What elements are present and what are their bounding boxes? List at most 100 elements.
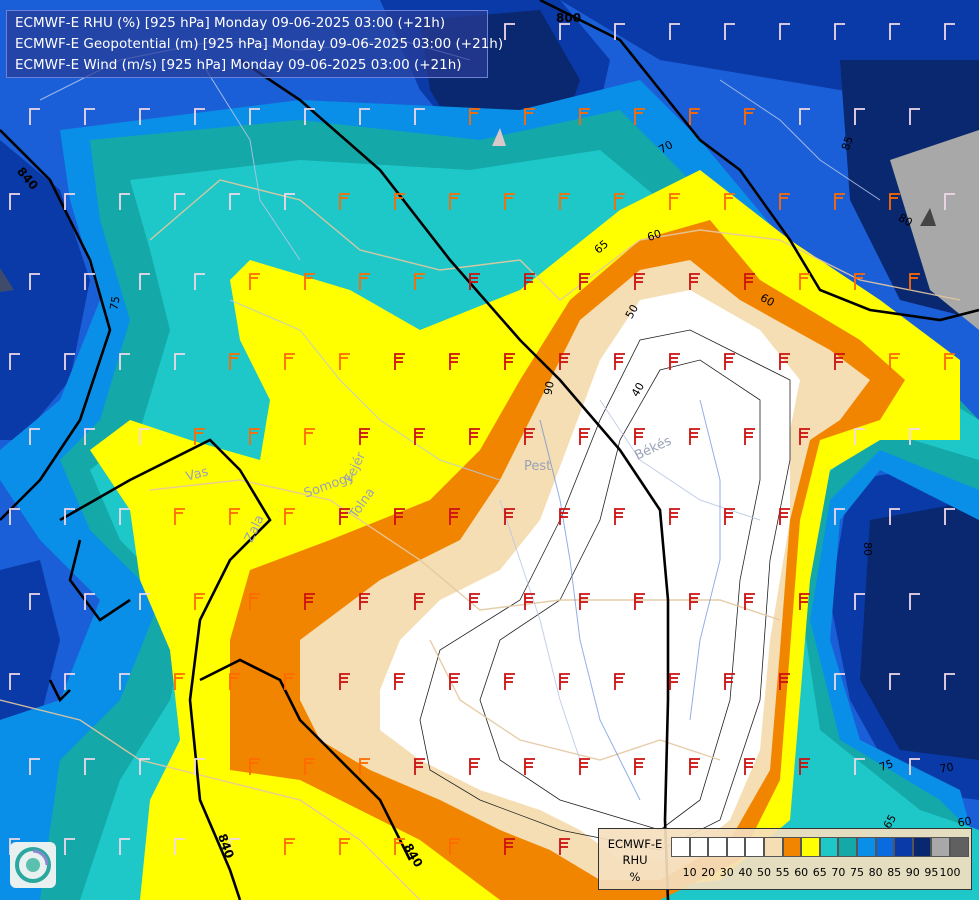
wind-barb	[449, 673, 460, 690]
wind-barb	[414, 428, 425, 445]
legend-tick: 50	[757, 866, 771, 879]
wind-barb	[249, 428, 260, 445]
wind-barb	[724, 353, 735, 370]
wind-barb	[689, 758, 700, 775]
wind-barb	[724, 193, 735, 210]
legend-tick: 30	[719, 866, 734, 879]
wind-barb	[394, 193, 405, 210]
wind-barb	[64, 193, 75, 210]
wind-barb	[84, 273, 95, 290]
rhu-95-area	[860, 500, 979, 760]
wind-barb	[614, 23, 625, 40]
wind-barb	[394, 508, 405, 525]
wind-barb	[524, 428, 535, 445]
wind-barb	[84, 108, 95, 125]
wind-barb	[84, 428, 95, 445]
wind-barb	[414, 273, 425, 290]
wind-barb	[909, 108, 920, 125]
wind-barb	[724, 23, 735, 40]
wind-barb	[9, 508, 20, 525]
contour-label: 85	[839, 135, 856, 153]
geopotential-840-contour	[59, 438, 272, 900]
wind-barb	[504, 193, 515, 210]
wind-barb	[9, 353, 20, 370]
wind-barb	[579, 273, 590, 290]
wind-barb	[669, 508, 680, 525]
wind-barb	[339, 193, 350, 210]
wind-barb	[944, 23, 955, 40]
wind-barb	[304, 273, 315, 290]
wind-barb	[799, 108, 810, 125]
wind-barb	[469, 428, 480, 445]
wind-barb	[944, 193, 955, 210]
wind-barb	[414, 593, 425, 610]
legend-swatch	[875, 837, 895, 857]
wind-barb	[284, 838, 295, 855]
wind-barb	[669, 193, 680, 210]
wind-barb	[414, 758, 425, 775]
legend-swatch	[726, 837, 746, 857]
wind-barb	[284, 353, 295, 370]
legend-swatch	[819, 837, 839, 857]
wind-barb	[744, 758, 755, 775]
wind-barb	[449, 838, 460, 855]
wind-barb	[394, 838, 405, 855]
wind-barb	[139, 758, 150, 775]
legend-swatch	[912, 837, 932, 857]
wind-barb	[284, 193, 295, 210]
wind-barb	[889, 193, 900, 210]
wind-barb	[194, 593, 205, 610]
wind-barb	[779, 353, 790, 370]
wind-barb	[29, 108, 40, 125]
wind-barb	[559, 508, 570, 525]
wind-barb	[854, 273, 865, 290]
contour-label: 50	[623, 302, 641, 321]
wind-barb	[449, 193, 460, 210]
wind-barb	[614, 193, 625, 210]
wind-barb	[339, 673, 350, 690]
legend-swatch	[782, 837, 802, 857]
wind-barb	[229, 838, 240, 855]
wind-barb	[559, 23, 570, 40]
wind-barb	[779, 508, 790, 525]
legend-tick: 55	[775, 866, 790, 879]
wind-barb	[359, 428, 370, 445]
wind-barb	[394, 673, 405, 690]
legend-tick: 70	[831, 866, 846, 879]
wind-barb	[559, 838, 570, 855]
wind-barbs	[9, 23, 955, 855]
wind-barb	[469, 758, 480, 775]
legend-tick: 65	[812, 866, 827, 879]
wind-barb	[524, 758, 535, 775]
wind-barb	[634, 758, 645, 775]
wind-barb	[909, 758, 920, 775]
legend-swatch	[801, 837, 820, 857]
wind-barb	[284, 673, 295, 690]
contour-label: 70	[939, 760, 955, 775]
legend-tick: 100	[939, 866, 961, 879]
wind-barb	[174, 193, 185, 210]
geopotential-840-contour	[0, 129, 112, 521]
rhu-90-area	[0, 560, 60, 720]
title-geopotential: ECMWF-E Geopotential (m) [925 hPa] Monda…	[15, 36, 504, 52]
title-rhu: ECMWF-E RHU (%) [925 hPa] Monday 09-06-2…	[15, 15, 446, 31]
wind-barb	[139, 593, 150, 610]
legend-swatch	[931, 837, 950, 857]
wind-barb	[614, 673, 625, 690]
rivers	[539, 399, 721, 801]
wind-barb	[119, 673, 130, 690]
wind-barb	[469, 108, 480, 125]
wind-barb	[229, 673, 240, 690]
wind-barb	[339, 838, 350, 855]
wind-barb	[139, 428, 150, 445]
wind-barb	[909, 273, 920, 290]
wind-barb	[689, 593, 700, 610]
wind-barb	[669, 23, 680, 40]
wind-barb	[614, 353, 625, 370]
place-name-vas: Vas	[184, 464, 210, 484]
contour-label: 80	[896, 211, 915, 229]
wind-barb	[689, 108, 700, 125]
legend-swatch	[745, 837, 764, 857]
legend-unit: %	[629, 870, 641, 884]
